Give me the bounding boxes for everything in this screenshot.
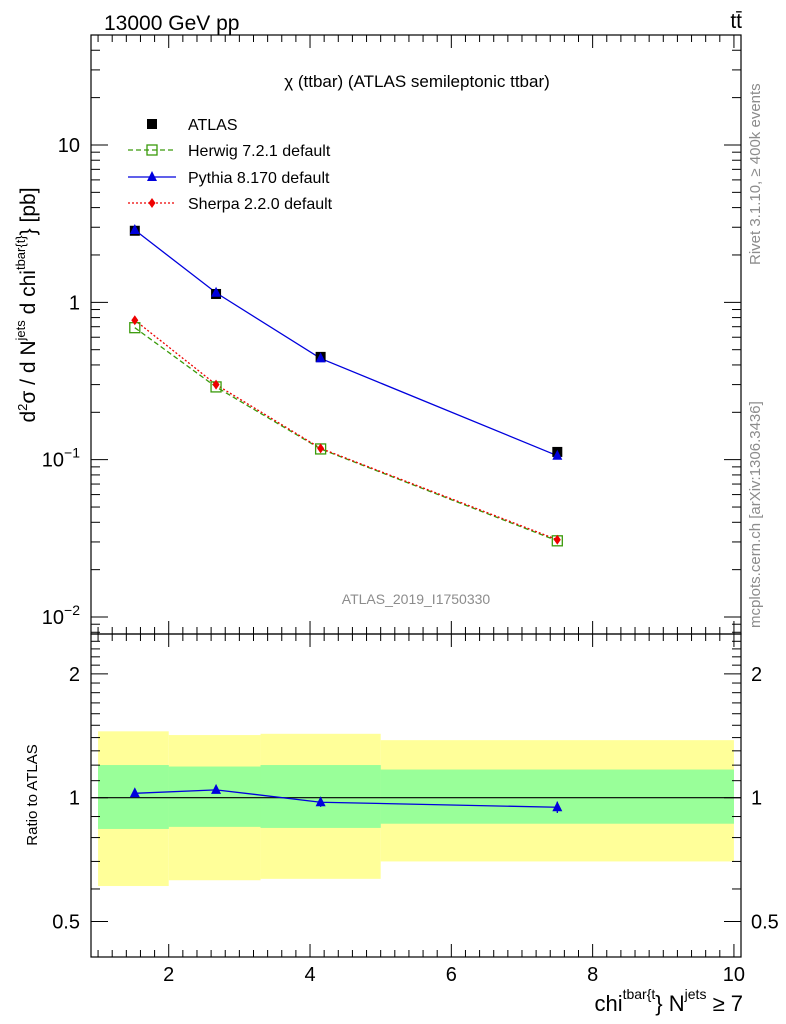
ratio-y-tick-label-right: 2: [751, 664, 762, 686]
analysis-id: ATLAS_2019_I1750330: [342, 591, 491, 607]
x-tick-label: 10: [723, 964, 745, 986]
ratio-y-axis-label: Ratio to ATLAS: [24, 744, 41, 845]
legend-label: Pythia 8.170 default: [188, 170, 330, 187]
x-tick-label: 2: [163, 964, 174, 986]
side-label-bottom: mcplots.cern.ch [arXiv:1306.3436]: [747, 401, 764, 628]
y-tick-label: 10−1: [42, 445, 80, 472]
ratio-frame: [90, 633, 742, 958]
data-point-sherpa: [553, 534, 561, 545]
ratio-y-tick-label: 1: [69, 788, 80, 810]
y-tick-label: 10: [58, 135, 80, 157]
legend-label: Herwig 7.2.1 default: [188, 143, 331, 160]
ratio-y-tick-label-right: 0.5: [751, 912, 779, 934]
data-point-pythia: [211, 286, 222, 297]
legend-marker: [147, 171, 157, 181]
energy-label: 13000 GeV pp: [104, 12, 239, 35]
legend-marker: [147, 119, 157, 129]
main-y-axis-label: d2σ / d Njets d chitbar{t}} [pb]: [13, 187, 40, 422]
ratio-data-point: [129, 787, 140, 798]
side-label-top: Rivet 3.1.10, ≥ 400k events: [747, 83, 764, 265]
legend-label: Sherpa 2.2.0 default: [188, 196, 333, 213]
series-line-sherpa: [134, 319, 558, 541]
y-tick-label: 10−2: [42, 602, 80, 629]
ratio-series-line: [134, 789, 558, 808]
process-label: tt̄: [730, 10, 742, 33]
data-point-pythia: [129, 224, 140, 235]
data-point-sherpa: [212, 379, 220, 390]
series-line-pythia: [134, 229, 558, 457]
ratio-plot-area: 2 4 6 8 10 0.5 0.5 1 1 2 2: [52, 633, 779, 986]
data-point-pythia: [552, 449, 563, 460]
ratio-y-tick-label: 2: [69, 664, 80, 686]
x-tick-label: 4: [304, 964, 315, 986]
plot-title: χ (ttbar) (ATLAS semileptonic ttbar): [284, 72, 550, 91]
x-axis-label: chitbar{t} Njets ≥ 7: [594, 986, 743, 1016]
legend-marker: [148, 198, 156, 208]
data-point-sherpa: [131, 315, 139, 326]
x-tick-label: 8: [587, 964, 598, 986]
legend-label: ATLAS: [188, 117, 238, 134]
legend-marker: [146, 144, 158, 156]
x-tick-label: 6: [446, 964, 457, 986]
ratio-band-stat: [380, 769, 734, 824]
ratio-y-tick-label: 0.5: [52, 912, 80, 934]
ratio-data-point: [315, 796, 326, 807]
ratio-data-point: [552, 801, 563, 812]
series-line-herwig: [134, 327, 558, 542]
ratio-y-tick-label-right: 1: [751, 788, 762, 810]
data-point-pythia: [315, 352, 326, 363]
ratio-data-point: [211, 783, 222, 794]
data-point-sherpa: [317, 443, 325, 454]
main-plot-area: 10−2 10−1 1 10 ATLAS Herwig 7.2.1 default Pyth…: [42, 34, 742, 635]
ratio-band-stat: [168, 766, 261, 827]
y-tick-label: 1: [69, 292, 80, 314]
